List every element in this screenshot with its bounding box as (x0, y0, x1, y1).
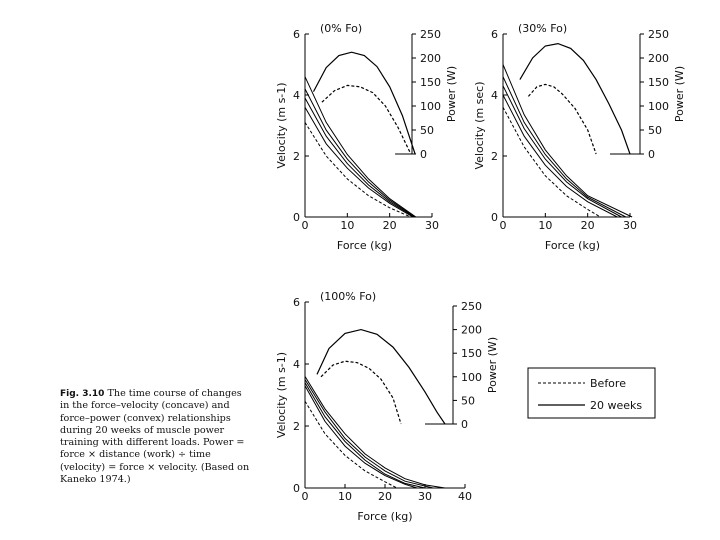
power-tick-label: 250 (420, 28, 441, 41)
velocity-curve (304, 376, 446, 489)
power-tick-label: 200 (461, 324, 482, 337)
y-tick-label: 6 (293, 28, 300, 41)
power-tick-label: 50 (648, 124, 662, 137)
y-axis-label: Velocity (m s-1) (275, 82, 288, 168)
legend-frame (527, 367, 656, 419)
power-tick-label: 0 (648, 148, 655, 161)
power-axis-label: Power (W) (486, 337, 499, 393)
power-tick-label: 200 (420, 52, 441, 65)
x-tick-label: 0 (302, 490, 309, 503)
legend-before-label: Before (590, 377, 626, 390)
panel-title: (100% Fo) (320, 290, 376, 303)
velocity-curve (502, 94, 618, 218)
velocity-curve (304, 88, 416, 218)
y-tick-label: 4 (491, 89, 498, 102)
velocity-curve (304, 379, 434, 489)
velocity-curve (304, 97, 415, 218)
panel-30pct-fo: 0 10 20 30 0 2 4 6 0 50 100 150 200 250 (30% Fo) Force … (473, 22, 686, 252)
x-tick-label: 30 (425, 219, 439, 232)
power-tick-label: 100 (648, 100, 669, 113)
y-tick-label: 0 (293, 482, 300, 495)
legend-box: Before 20 weeks (527, 367, 656, 419)
power-curve (519, 42, 631, 155)
velocity-curve (304, 385, 418, 489)
caption-label: Fig. 3.10 (60, 389, 105, 399)
velocity-curve (502, 64, 633, 218)
x-axis-label: Force (kg) (545, 239, 600, 252)
power-curve (316, 328, 446, 425)
power-axis-label: Power (W) (445, 66, 458, 122)
x-tick-label: 10 (338, 490, 352, 503)
x-tick-label: 20 (378, 490, 392, 503)
velocity-curve (502, 85, 622, 218)
panel-100pct-fo: 0 10 20 30 40 0 2 4 6 0 50 100 150 200 250 (100% Fo) For… (275, 290, 499, 523)
velocity-curve (304, 122, 411, 218)
y-tick-label: 2 (293, 150, 300, 163)
velocity-curve (304, 106, 414, 218)
power-tick-label: 150 (420, 76, 441, 89)
y-tick-label: 0 (293, 211, 300, 224)
x-tick-label: 10 (538, 219, 552, 232)
x-tick-label: 20 (581, 219, 595, 232)
power-tick-label: 50 (420, 124, 434, 137)
figure-caption: Fig. 3.10 The time course of changes in … (60, 388, 250, 486)
y-tick-label: 4 (293, 89, 300, 102)
velocity-curve (502, 76, 627, 218)
legend-after-label: 20 weeks (590, 399, 642, 412)
power-tick-label: 250 (648, 28, 669, 41)
power-curve (312, 51, 416, 155)
power-tick-label: 100 (461, 371, 482, 384)
velocity-curve (304, 76, 417, 218)
power-tick-label: 150 (648, 76, 669, 89)
power-curve (527, 83, 597, 155)
panel-title: (30% Fo) (518, 22, 567, 35)
power-tick-label: 50 (461, 394, 475, 407)
velocity-curve (304, 400, 398, 489)
power-tick-label: 0 (420, 148, 427, 161)
x-tick-label: 30 (623, 219, 637, 232)
power-tick-label: 100 (420, 100, 441, 113)
y-tick-label: 6 (491, 28, 498, 41)
x-tick-label: 40 (458, 490, 472, 503)
power-tick-label: 250 (461, 300, 482, 313)
power-tick-label: 0 (461, 418, 468, 431)
y-axis-label: Velocity (m sec) (473, 82, 486, 170)
caption-text: The time course of changes in the force–… (60, 388, 250, 486)
panel-title: (0% Fo) (320, 22, 362, 35)
y-tick-label: 2 (491, 150, 498, 163)
velocity-curve (304, 382, 426, 489)
power-tick-label: 200 (648, 52, 669, 65)
power-tick-label: 150 (461, 347, 482, 360)
y-axis-label: Velocity (m s-1) (275, 352, 288, 438)
x-tick-label: 30 (418, 490, 432, 503)
velocity-curve (502, 106, 601, 218)
power-curve (321, 84, 412, 155)
y-tick-label: 4 (293, 358, 300, 371)
x-tick-label: 0 (302, 219, 309, 232)
y-tick-label: 2 (293, 420, 300, 433)
x-axis-label: Force (kg) (337, 239, 392, 252)
x-tick-label: 10 (340, 219, 354, 232)
y-tick-label: 6 (293, 296, 300, 309)
x-axis-label: Force (kg) (357, 510, 412, 523)
x-tick-label: 20 (383, 219, 397, 232)
power-curve (320, 360, 402, 425)
power-axis-label: Power (W) (673, 66, 686, 122)
y-tick-label: 0 (491, 211, 498, 224)
panel-0pct-fo: 0 10 20 30 0 2 4 6 0 50 100 150 200 250 (0% Fo) Force (… (275, 22, 458, 252)
x-tick-label: 0 (500, 219, 507, 232)
